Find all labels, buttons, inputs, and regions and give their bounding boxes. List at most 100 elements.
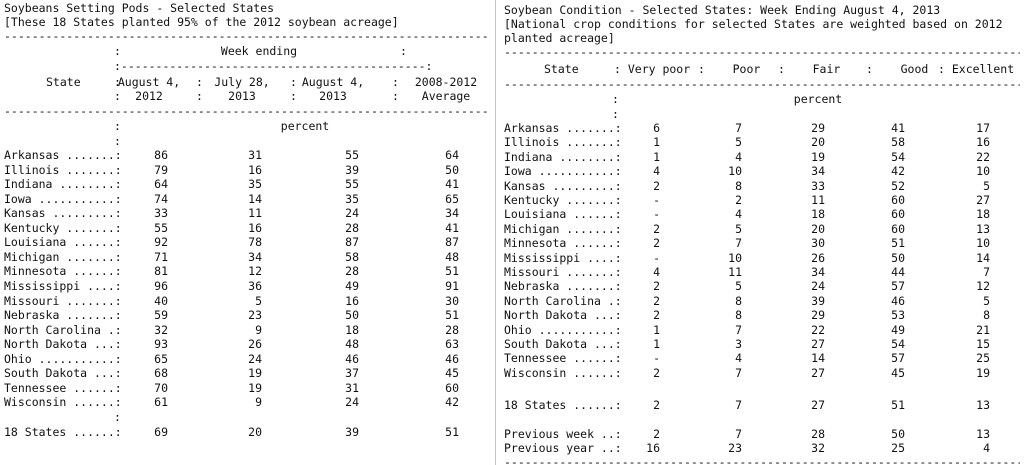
row-state: Arkansas .......: <box>4 148 122 162</box>
cell-value: 1 <box>653 149 660 164</box>
cell-value: 7 <box>735 236 742 251</box>
cell-value: 55 <box>154 220 168 235</box>
cell-value: 2 <box>653 365 660 380</box>
cell-value: 41 <box>445 220 459 235</box>
total-value: 13 <box>976 398 990 412</box>
row-state: Kentucky .......: <box>504 193 622 207</box>
cell-value: 48 <box>345 337 359 352</box>
total-value: 16 <box>646 441 660 455</box>
cell-value: 50 <box>345 308 359 323</box>
cell-value: 1 <box>653 135 660 150</box>
cell-value: 54 <box>891 149 905 164</box>
cell-value: 36 <box>248 278 262 293</box>
cell-value: 8 <box>735 178 742 193</box>
cell-value: 24 <box>811 279 825 294</box>
cell-value: 16 <box>345 293 359 308</box>
sep-colon: : <box>114 44 121 58</box>
row-state: Kansas .........: <box>4 206 122 221</box>
cell-value: 60 <box>891 221 905 236</box>
cell-value: 5 <box>255 293 262 308</box>
total-value: 28 <box>811 427 825 441</box>
cell-value: 49 <box>891 322 905 337</box>
left-unit: percent <box>280 119 330 133</box>
total-value: 4 <box>983 441 990 455</box>
row-state: Minnesota ......: <box>4 264 122 279</box>
row-state: North Dakota ...: <box>504 308 622 323</box>
row-state: Louisiana ......: <box>504 207 622 222</box>
cell-value: 34 <box>811 265 825 279</box>
cell-value: 3 <box>735 337 742 351</box>
row-state: Indiana ........: <box>504 149 622 164</box>
cell-value: 58 <box>891 135 905 150</box>
cell-value: 32 <box>154 322 168 337</box>
cell-value: 9 <box>255 395 262 410</box>
cell-value: 2 <box>735 193 742 207</box>
cell-value: 39 <box>345 162 359 177</box>
sep-colon: : <box>196 75 203 89</box>
cell-value: 42 <box>445 395 459 410</box>
cell-value: 41 <box>445 177 459 192</box>
total-value: 51 <box>891 398 905 412</box>
sep-colon: : <box>114 134 121 148</box>
cell-value: 17 <box>976 121 990 135</box>
row-state: South Dakota ...: <box>4 366 122 381</box>
right-unit: percent <box>793 92 843 106</box>
cell-value: 35 <box>345 191 359 206</box>
cell-value: 92 <box>154 235 168 250</box>
total-value: 69 <box>154 425 168 439</box>
row-state: Tennessee ......: <box>504 351 622 366</box>
total-value: 7 <box>735 398 742 412</box>
cell-value: 55 <box>345 177 359 192</box>
left-title: Soybeans Setting Pods - Selected States <box>4 1 275 15</box>
cell-value: 11 <box>248 206 262 221</box>
cell-value: 33 <box>811 178 825 193</box>
row-state: Indiana ........: <box>4 177 122 192</box>
cell-value: 93 <box>154 337 168 352</box>
cell-value: 15 <box>976 337 990 351</box>
sep-colon: : <box>612 92 619 106</box>
cell-value: 41 <box>891 121 905 135</box>
total-value: 20 <box>248 425 262 439</box>
cell-value: 30 <box>811 236 825 251</box>
total-state: 18 States ......: <box>4 425 122 439</box>
row-state: Nebraska .......: <box>504 279 622 294</box>
cell-value: 23 <box>248 308 262 323</box>
row-state: Kentucky .......: <box>4 220 122 235</box>
row-state: Iowa ...........: <box>4 191 122 206</box>
panel-divider <box>495 0 496 465</box>
cell-value: 46 <box>891 293 905 308</box>
cell-value: 4 <box>653 265 660 279</box>
cell-value: 19 <box>811 149 825 164</box>
cell-value: 51 <box>445 308 459 323</box>
cell-value: 71 <box>154 249 168 264</box>
total-value: 32 <box>811 441 825 455</box>
row-state: Tennessee ......: <box>4 380 122 395</box>
right-subtitle-1: [National crop conditions for selected S… <box>504 17 1003 31</box>
cell-value: 51 <box>445 264 459 279</box>
cell-value: 30 <box>445 293 459 308</box>
cell-value: 34 <box>811 164 825 179</box>
cell-value: 2 <box>653 293 660 308</box>
cell-value: 24 <box>345 206 359 221</box>
cell-value: 40 <box>154 293 168 308</box>
cell-value: 63 <box>445 337 459 352</box>
sep-colon: : <box>114 75 121 89</box>
total-state: 18 States ......: <box>504 398 622 412</box>
cell-value: 22 <box>811 322 825 337</box>
cell-value: 16 <box>976 135 990 150</box>
row-state: North Carolina .: <box>4 322 122 337</box>
column-header: : Fair <box>778 62 841 76</box>
cell-value: 39 <box>811 293 825 308</box>
sep-colon: : <box>114 119 121 133</box>
cell-value: 11 <box>728 265 742 279</box>
week-ending-label: Week ending <box>220 44 298 58</box>
cell-value: 57 <box>891 351 905 366</box>
row-state: Louisiana ......: <box>4 235 122 250</box>
cell-value: 53 <box>891 308 905 323</box>
cell-value: 8 <box>735 293 742 308</box>
cell-value: 18 <box>345 322 359 337</box>
sep-colon: : <box>114 89 121 103</box>
cell-value: 4 <box>735 149 742 164</box>
cell-value: 59 <box>154 308 168 323</box>
row-state: South Dakota ...: <box>504 337 622 351</box>
